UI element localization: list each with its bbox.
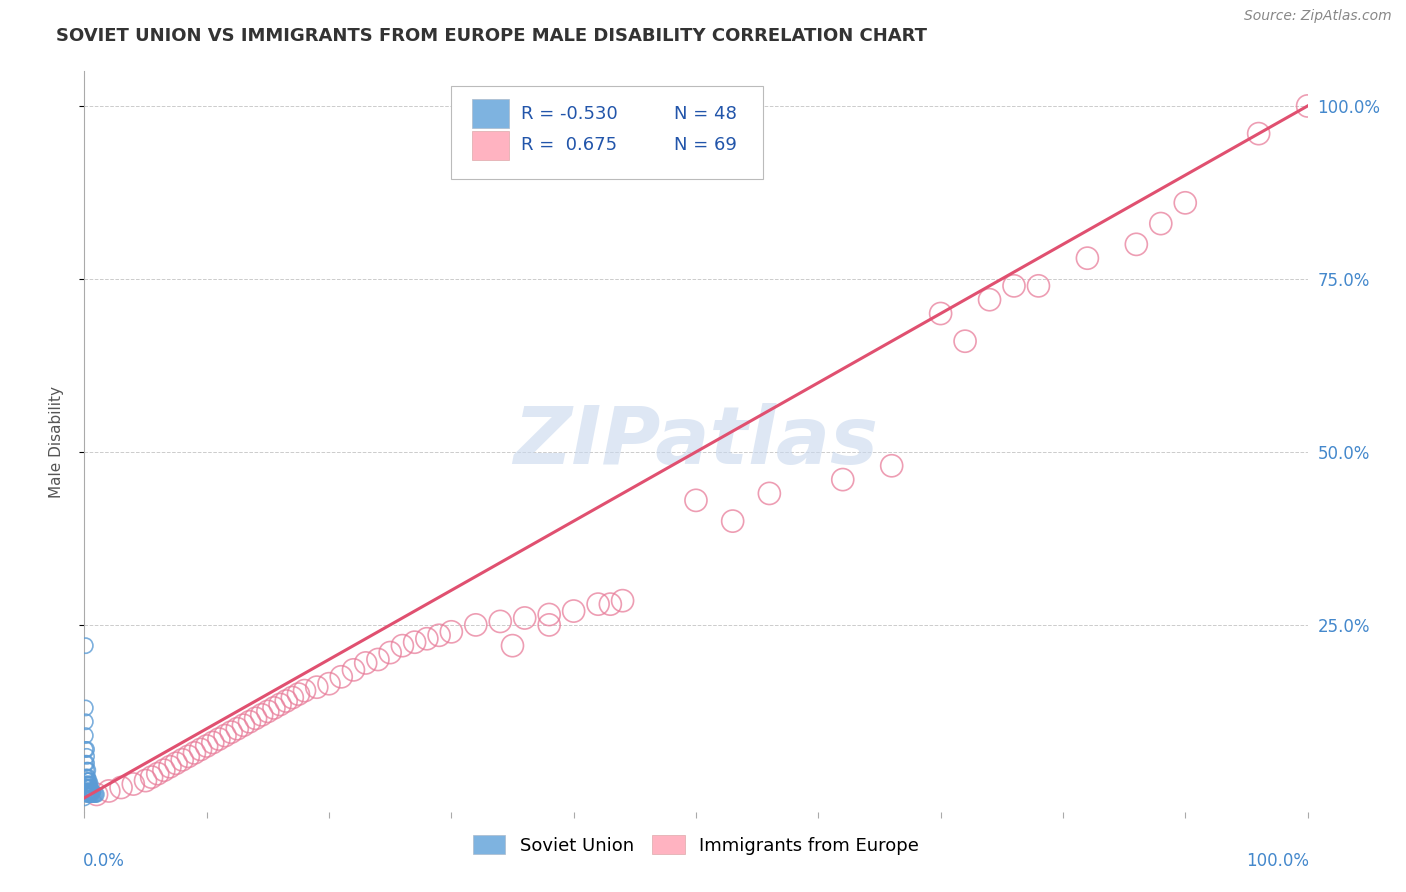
FancyBboxPatch shape	[472, 99, 509, 128]
Legend: Soviet Union, Immigrants from Europe: Soviet Union, Immigrants from Europe	[465, 828, 927, 862]
Text: 0.0%: 0.0%	[83, 853, 125, 871]
Text: R =  0.675: R = 0.675	[522, 136, 617, 154]
Text: R = -0.530: R = -0.530	[522, 104, 617, 122]
Y-axis label: Male Disability: Male Disability	[49, 385, 63, 498]
Text: N = 48: N = 48	[673, 104, 737, 122]
FancyBboxPatch shape	[472, 130, 509, 161]
FancyBboxPatch shape	[451, 87, 763, 178]
Text: N = 69: N = 69	[673, 136, 737, 154]
Text: SOVIET UNION VS IMMIGRANTS FROM EUROPE MALE DISABILITY CORRELATION CHART: SOVIET UNION VS IMMIGRANTS FROM EUROPE M…	[56, 27, 927, 45]
Text: Source: ZipAtlas.com: Source: ZipAtlas.com	[1244, 9, 1392, 23]
Text: ZIPatlas: ZIPatlas	[513, 402, 879, 481]
Text: 100.0%: 100.0%	[1246, 853, 1309, 871]
